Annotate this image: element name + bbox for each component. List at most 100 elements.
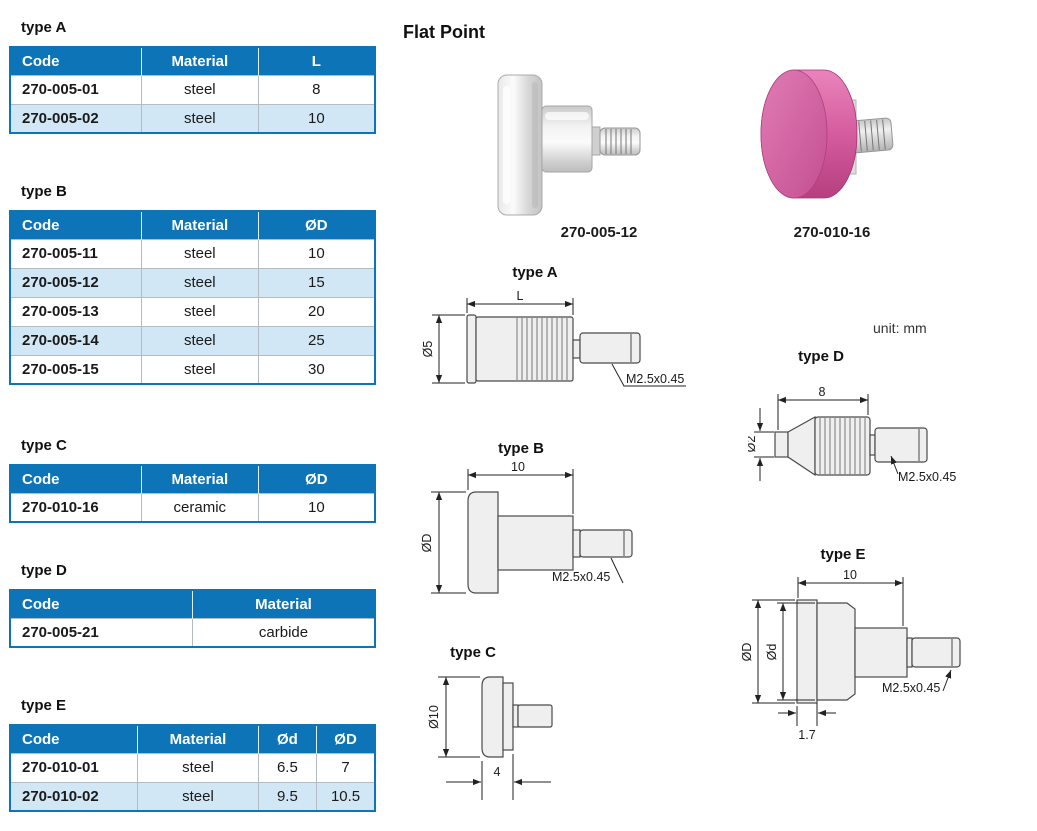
table-cell: steel — [140, 103, 259, 134]
type-e-section-title: type E — [21, 697, 67, 714]
table-row: 270-005-14 steel 25 — [9, 325, 376, 356]
type-d-thread-callout: M2.5x0.45 — [890, 455, 956, 484]
table-cell: steel — [140, 74, 259, 105]
table-row: 270-005-01 steel 8 — [9, 74, 376, 105]
type-a-drawing: L Ø5 M2.5x0.45 — [421, 289, 686, 387]
dim-label-diameter: Ø10 — [427, 705, 441, 729]
column-header: Code — [10, 725, 138, 753]
table-header-row: Code Material ØD — [10, 211, 375, 239]
column-header: Material — [140, 465, 259, 493]
table-row: 270-005-21 carbide — [9, 617, 376, 648]
type-e-table: Code Material Ød ØD 270-010-01 steel 6.5 7 270-0… — [9, 724, 376, 812]
type-d-table: Code Material 270-005-21 carbide — [9, 589, 376, 648]
dim-label-thickness: 1.7 — [798, 728, 815, 742]
type-a-length-dimension: L — [466, 289, 574, 315]
drawing-title-type-a: type A — [512, 264, 558, 281]
table-row: 270-010-01 steel 6.5 7 — [9, 752, 376, 783]
table-header-row: Code Material Ød ØD — [10, 725, 375, 753]
table-row: 270-005-12 steel 15 — [9, 267, 376, 298]
dim-label-length: 10 — [511, 460, 525, 474]
column-header: L — [257, 47, 375, 75]
column-header: ØD — [316, 725, 375, 753]
type-d-length-dimension: 8 — [777, 385, 869, 430]
type-c-section-title: type C — [21, 437, 67, 454]
table-cell: 10 — [257, 238, 376, 269]
type-a-part — [466, 314, 641, 384]
type-e-drawing: 10 ØD Ød 1.7 M2.5x0.45 — [742, 568, 961, 742]
table-cell: 9.5 — [257, 781, 318, 812]
table-cell: 25 — [257, 325, 376, 356]
column-header: Code — [10, 465, 142, 493]
table-cell: steel — [140, 296, 259, 327]
table-cell: 15 — [257, 267, 376, 298]
dim-label-width: 4 — [494, 765, 501, 779]
table-cell: steel — [140, 238, 259, 269]
steel-thread — [591, 126, 641, 156]
table-cell: 270-005-02 — [9, 103, 142, 134]
unit-note: unit: mm — [873, 320, 927, 336]
type-e-section: type E Code Material Ød ØD 270-010-01 steel 6.… — [9, 696, 376, 812]
table-cell: ceramic — [140, 492, 259, 523]
type-b-table: Code Material ØD 270-005-11 steel 10 270-005-1… — [9, 210, 376, 385]
type-b-drawing: 10 ØD M2.5x0.45 — [420, 460, 633, 594]
table-cell: 270-005-01 — [9, 74, 142, 105]
table-row: 270-010-02 steel 9.5 10.5 — [9, 781, 376, 812]
table-row: 270-005-13 steel 20 — [9, 296, 376, 327]
type-c-part — [481, 676, 553, 758]
table-row: 270-005-02 steel 10 — [9, 103, 376, 134]
dim-label-L: L — [517, 289, 524, 303]
type-d-section: type D Code Material 270-005-21 carbide — [9, 561, 376, 648]
table-cell: 270-005-13 — [9, 296, 142, 327]
column-header: Material — [140, 47, 259, 75]
table-row: 270-005-11 steel 10 — [9, 238, 376, 269]
drawing-title-type-d: type D — [798, 348, 844, 365]
table-cell: steel — [140, 267, 259, 298]
table-cell: 270-005-14 — [9, 325, 142, 356]
column-header: ØD — [257, 465, 375, 493]
page-title: Flat Point — [403, 22, 485, 42]
table-cell: 270-005-15 — [9, 354, 142, 385]
type-b-length-dimension: 10 — [467, 460, 574, 514]
table-row: 270-010-16 ceramic 10 — [9, 492, 376, 523]
drawing-title-type-b: type B — [498, 440, 544, 457]
thread-label: M2.5x0.45 — [626, 372, 684, 386]
column-header: Code — [10, 211, 142, 239]
type-b-thread-callout: M2.5x0.45 — [552, 557, 624, 584]
table-cell: steel — [140, 325, 259, 356]
table-cell: 270-010-01 — [9, 752, 139, 783]
thread-label: M2.5x0.45 — [552, 570, 610, 584]
table-cell: 270-010-16 — [9, 492, 142, 523]
type-e-outer-diameter-dimension: ØD — [742, 599, 795, 704]
type-c-drawing: Ø10 4 — [427, 676, 553, 800]
drawing-title-type-e: type E — [820, 546, 866, 563]
table-header-row: Code Material ØD — [10, 465, 375, 493]
table-cell: 8 — [257, 74, 376, 105]
steel-boss — [541, 105, 593, 173]
type-d-section-title: type D — [21, 562, 67, 579]
type-a-section-title: type A — [21, 19, 67, 36]
type-d-drawing: 8 Ø2 M2.5x0.45 — [748, 385, 956, 484]
type-d-diameter-dimension: Ø2 — [748, 408, 774, 481]
table-cell: 20 — [257, 296, 376, 327]
type-e-thread-callout: M2.5x0.45 — [882, 669, 952, 695]
dim-label-inner-diameter: Ød — [765, 644, 779, 661]
type-a-diameter-dimension: Ø5 — [421, 314, 465, 384]
dim-label-diameter: ØD — [420, 534, 434, 553]
table-cell: 270-005-21 — [9, 617, 193, 648]
table-cell: 10 — [257, 103, 376, 134]
table-cell: 6.5 — [257, 752, 318, 783]
type-a-thread-callout: M2.5x0.45 — [611, 363, 686, 387]
type-e-length-dimension: 10 — [797, 568, 904, 626]
type-c-table: Code Material ØD 270-010-16 ceramic 10 — [9, 464, 376, 523]
column-header: Material — [137, 725, 259, 753]
table-cell: carbide — [192, 617, 376, 648]
column-header: Code — [10, 590, 193, 618]
type-b-part — [467, 491, 633, 594]
type-e-part — [796, 599, 961, 704]
column-header: ØD — [257, 211, 375, 239]
dim-label-diameter: Ø2 — [748, 436, 758, 453]
table-header-row: Code Material — [10, 590, 375, 618]
table-cell: 270-010-02 — [9, 781, 139, 812]
drawing-title-type-c: type C — [450, 644, 496, 661]
